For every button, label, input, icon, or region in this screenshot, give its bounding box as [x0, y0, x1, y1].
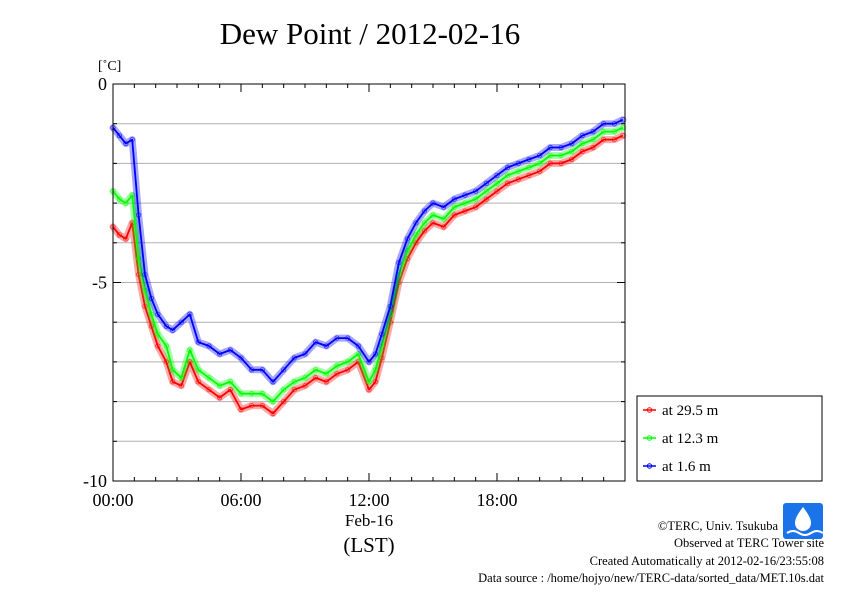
series-line — [112, 134, 624, 415]
terc-logo-icon — [783, 503, 823, 539]
data-point — [206, 387, 212, 393]
data-source-text: Data source : /home/hojyo/new/TERC-data/… — [478, 571, 824, 585]
data-point — [227, 387, 233, 393]
data-point — [270, 410, 276, 417]
observed-at-text: Observed at TERC Tower site — [673, 536, 824, 550]
data-point — [483, 188, 489, 194]
x-axis: 00:00 06:00 12:00 18:00 — [92, 84, 626, 510]
series-line — [112, 118, 624, 383]
legend-label: at 12.3 m — [662, 431, 719, 447]
data-point — [494, 172, 500, 178]
legend-marker — [646, 463, 653, 469]
legend: at 29.5 m at 12.3 m at 1.6 m — [636, 395, 823, 482]
data-point — [116, 196, 123, 202]
data-point — [195, 379, 201, 385]
data-point — [170, 327, 176, 333]
data-point — [178, 319, 184, 325]
data-point — [238, 355, 244, 361]
data-point — [217, 395, 223, 401]
x-axis-date-label: Feb-16 — [345, 511, 393, 530]
data-point — [270, 379, 276, 385]
data-point — [116, 232, 123, 238]
data-point — [413, 232, 419, 238]
x-tick-label: 12:00 — [348, 490, 389, 510]
grid-lines — [113, 123, 625, 442]
data-point — [123, 140, 129, 147]
data-point — [281, 367, 287, 373]
y-tick-label: -10 — [83, 471, 107, 491]
data-point — [366, 359, 372, 365]
legend-marker — [646, 435, 653, 441]
data-point — [355, 343, 361, 349]
legend-marker — [646, 407, 653, 413]
data-point — [494, 188, 500, 194]
y-axis: 0 -5 -10 — [83, 74, 625, 491]
chart-title: Dew Point / 2012-02-16 — [220, 16, 521, 51]
series-layer — [109, 116, 627, 417]
created-at-text: Created Automatically at 2012-02-16/23:5… — [589, 554, 824, 568]
y-tick-label: 0 — [98, 74, 107, 94]
data-point — [421, 228, 428, 234]
data-point — [494, 180, 500, 186]
data-point — [163, 323, 169, 329]
legend-label: at 1.6 m — [662, 459, 711, 475]
x-tick-label: 06:00 — [220, 490, 261, 510]
data-point — [116, 133, 123, 139]
data-point — [206, 375, 212, 381]
data-point — [483, 180, 489, 186]
data-point — [123, 200, 129, 206]
x-tick-label: 18:00 — [476, 490, 517, 510]
series-2 — [109, 116, 627, 386]
series-0 — [109, 132, 627, 417]
x-tick-label: 00:00 — [92, 490, 133, 510]
data-point — [483, 196, 489, 202]
data-point — [270, 398, 276, 405]
data-point — [281, 398, 287, 405]
data-point — [413, 240, 419, 246]
legend-label: at 29.5 m — [662, 403, 719, 419]
y-unit-label: [˚C] — [98, 59, 121, 74]
data-point — [421, 208, 428, 214]
x-axis-label: (LST) — [343, 533, 394, 557]
series-1 — [109, 124, 627, 406]
copyright-text: ©TERC, Univ. Tsukuba — [657, 519, 778, 533]
series-line — [112, 126, 624, 403]
y-tick-label: -5 — [92, 273, 107, 293]
data-point — [421, 220, 428, 226]
data-point — [281, 387, 287, 393]
data-point — [413, 220, 419, 226]
